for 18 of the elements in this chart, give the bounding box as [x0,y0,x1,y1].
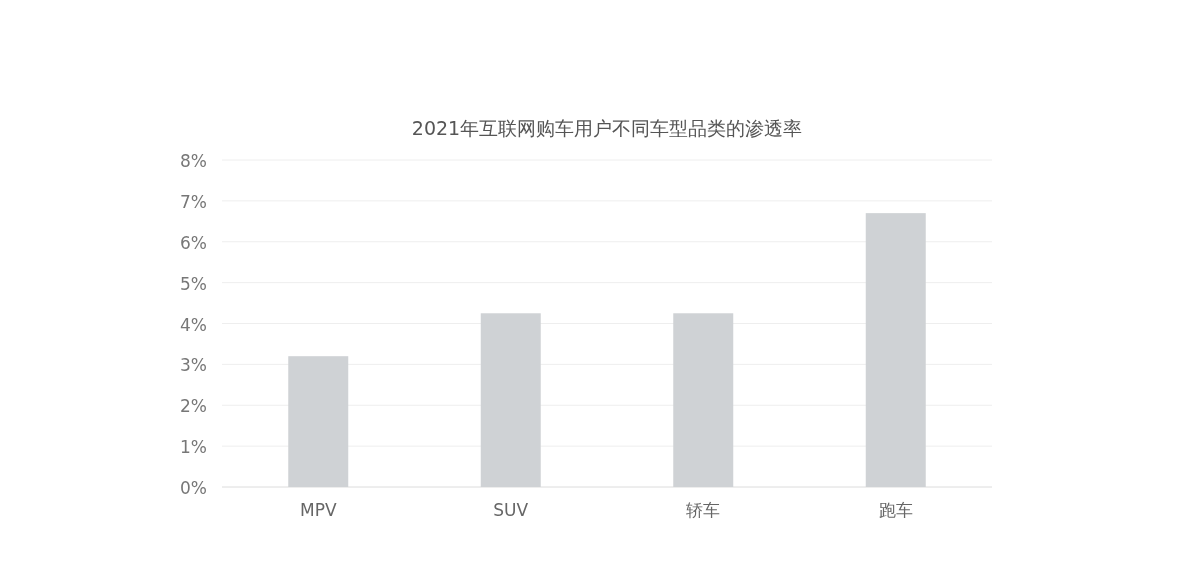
y-tick-label: 8% [180,151,207,171]
x-tick-label: 轿车 [686,500,721,520]
y-tick-label: 7% [180,191,207,212]
y-tick-label: 5% [180,273,207,294]
y-tick-label: 4% [180,314,207,335]
chart-title: 2021年互联网购车用户不同车型品类的渗透率 [411,117,803,139]
x-tick-label: 跑车 [878,500,913,520]
x-tick-label: SUV [493,500,529,520]
bar [673,313,734,487]
bar [865,213,926,487]
y-tick-label: 0% [180,478,207,498]
y-tick-label: 3% [180,355,207,376]
y-tick-label: 6% [180,232,207,253]
y-tick-label: 2% [180,396,207,417]
x-tick-label: MPV [299,500,337,520]
y-tick-label: 1% [180,437,207,458]
bar [480,313,541,487]
bar [288,356,349,487]
